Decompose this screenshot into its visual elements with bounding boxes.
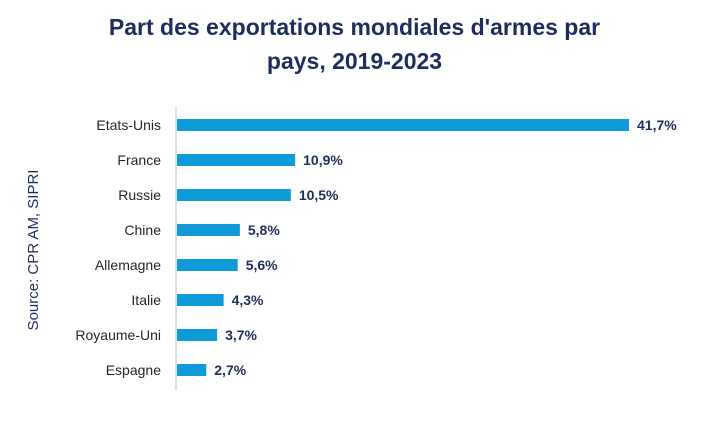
category-label: Russie	[118, 187, 161, 203]
category-label: Italie	[131, 292, 161, 308]
value-label: 10,5%	[299, 187, 339, 203]
value-label: 2,7%	[214, 362, 246, 378]
chart-title-line-2: pays, 2019-2023	[266, 48, 443, 74]
category-label: Chine	[124, 222, 161, 238]
category-label: France	[117, 152, 161, 168]
chart-title: Part des exportations mondiales d'armes …	[0, 10, 709, 78]
bar	[177, 329, 218, 341]
chart-title-line-1: Part des exportations mondiales d'armes …	[108, 14, 601, 40]
bar	[177, 224, 240, 236]
bars-group: Etats-Unis 41,7% France 10,9% Russie 10,5% Chi…	[75, 117, 677, 378]
bar	[177, 154, 296, 166]
value-label: 5,6%	[246, 257, 278, 273]
category-label: Royaume-Uni	[75, 327, 161, 343]
value-label: 10,9%	[303, 152, 343, 168]
bar	[177, 189, 291, 201]
category-label: Etats-Unis	[96, 117, 161, 133]
bar	[177, 119, 629, 131]
bar	[177, 294, 224, 306]
value-label: 3,7%	[225, 327, 257, 343]
category-label: Allemagne	[95, 257, 161, 273]
value-label: 41,7%	[637, 117, 677, 133]
category-label: Espagne	[106, 362, 161, 378]
value-label: 4,3%	[232, 292, 264, 308]
bar	[177, 259, 238, 271]
bar	[177, 364, 207, 376]
value-label: 5,8%	[248, 222, 280, 238]
source-label: Source: CPR AM, SIPRI	[25, 170, 42, 331]
